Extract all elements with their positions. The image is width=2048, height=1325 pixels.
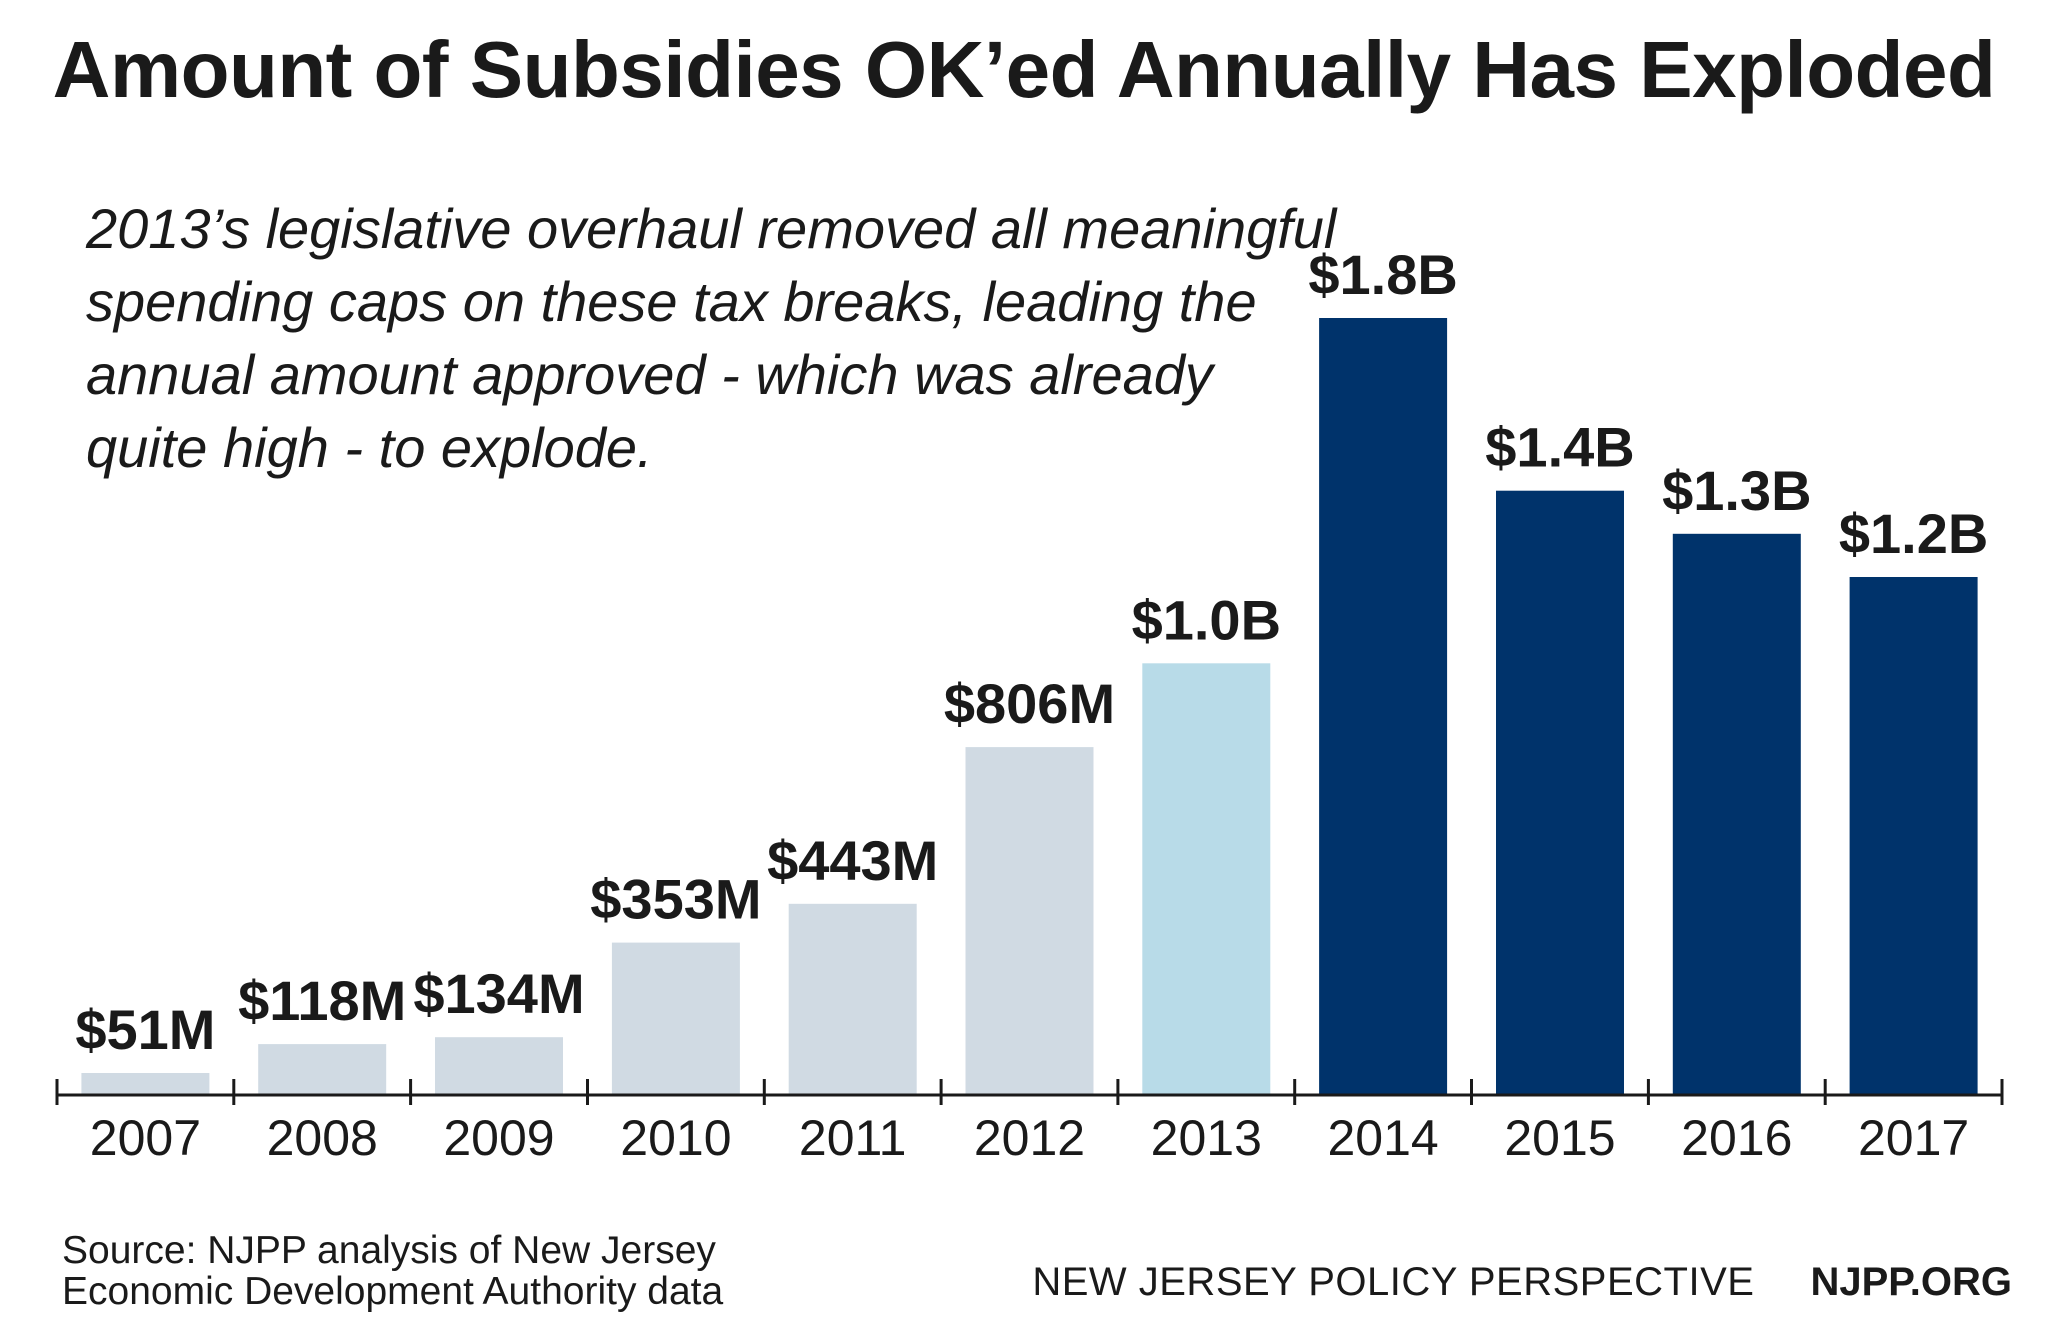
bar-value-label-2013: $1.0B: [1132, 588, 1281, 651]
bar-2013: [1142, 663, 1271, 1095]
x-tick-label-2010: 2010: [620, 1110, 731, 1166]
bar-value-label-2017: $1.2B: [1839, 502, 1988, 565]
source-line-2: Economic Development Authority data: [62, 1270, 724, 1313]
x-tick-label-2013: 2013: [1151, 1110, 1262, 1166]
bar-2014: [1319, 318, 1448, 1095]
bar-labels-group: $51M $118M $134M$353M$443M $806M $1.0B $1.8B $…: [75, 243, 1988, 1061]
bar-2008: [258, 1044, 387, 1095]
bar-value-label-2016: $1.3B: [1662, 459, 1811, 522]
x-tick-labels-group: 2007 2008 2009 2010 2011 2012 2013 2014 2015 2016…: [90, 1110, 1969, 1166]
bar-2015: [1496, 490, 1624, 1095]
source-note: Source: NJPP analysis of New Jersey Econ…: [62, 1230, 962, 1312]
footer-org-name: NEW JERSEY POLICY PERSPECTIVE: [1032, 1260, 1755, 1304]
bar-value-label-2009: $134M: [413, 962, 584, 1025]
bar-value-label-2011: $443M: [767, 829, 938, 892]
chart-annotation: 2013’s legislative overhaul removed all …: [86, 197, 1337, 479]
x-ticks-group: [55, 1079, 2004, 1105]
bar-value-label-2008: $118M: [238, 969, 406, 1032]
x-tick-label-2008: 2008: [267, 1110, 378, 1166]
x-tick-label-2007: 2007: [90, 1110, 201, 1166]
x-tick-label-2016: 2016: [1681, 1110, 1792, 1166]
x-tick-label-2009: 2009: [443, 1110, 554, 1166]
bar-value-label-2007: $51M: [75, 998, 215, 1061]
bar-value-label-2015: $1.4B: [1485, 416, 1634, 479]
x-tick-label-2011: 2011: [799, 1110, 907, 1166]
bar-2011: [788, 903, 917, 1095]
bar-2009: [435, 1037, 563, 1095]
footer-url: NJPP.ORG: [1810, 1260, 2012, 1304]
bars-group: [81, 318, 1978, 1095]
bar-value-label-2014: $1.8B: [1308, 243, 1457, 306]
bar-2016: [1672, 533, 1801, 1095]
bar-value-label-2012: $806M: [944, 672, 1115, 735]
x-tick-label-2014: 2014: [1327, 1110, 1438, 1166]
footer-credit: NEW JERSEY POLICY PERSPECTIVE NJPP.ORG: [1032, 1258, 2012, 1306]
bar-2010: [611, 942, 740, 1095]
bar-2012: [965, 747, 1094, 1095]
bar-2007: [81, 1073, 210, 1095]
chart-title: Amount of Subsidies OK’ed Annually Has E…: [52, 25, 1996, 114]
bar-value-label-2010: $353M: [590, 868, 761, 931]
x-tick-label-2015: 2015: [1504, 1110, 1615, 1166]
source-line-1: Source: NJPP analysis of New Jersey: [62, 1229, 716, 1272]
x-tick-label-2012: 2012: [974, 1110, 1085, 1166]
bar-2017: [1849, 577, 1978, 1095]
x-tick-label-2017: 2017: [1858, 1110, 1969, 1166]
